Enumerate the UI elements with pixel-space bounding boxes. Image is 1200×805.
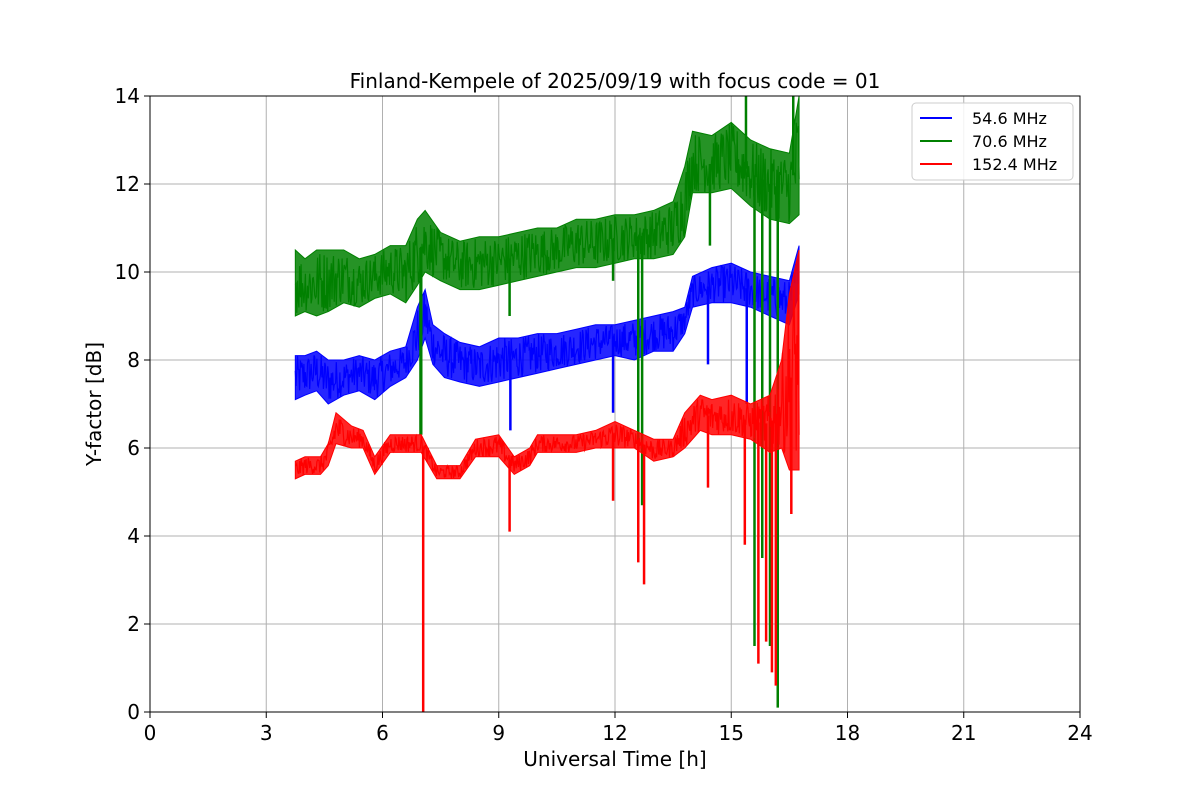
legend-label: 54.6 MHz <box>972 109 1047 128</box>
series-trace-70-6-mhz <box>294 122 800 313</box>
y-tick-label: 4 <box>127 524 140 548</box>
x-tick-label: 9 <box>492 721 505 745</box>
x-axis-label: Universal Time [h] <box>523 747 706 771</box>
y-tick-label: 0 <box>127 700 140 724</box>
series-trace-54-6-mhz <box>294 255 800 399</box>
y-tick-label: 14 <box>115 84 140 108</box>
x-tick-label: 24 <box>1067 721 1092 745</box>
y-axis-label: Y-factor [dB] <box>82 342 106 467</box>
y-tick-label: 6 <box>127 436 140 460</box>
chart-title: Finland-Kempele of 2025/09/19 with focus… <box>350 69 881 93</box>
plot-area <box>294 96 800 712</box>
legend-label: 152.4 MHz <box>972 155 1057 174</box>
x-tick-label: 3 <box>260 721 273 745</box>
legend: 54.6 MHz 70.6 MHz 152.4 MHz <box>911 102 1074 181</box>
legend-item-152-4-mhz: 152.4 MHz <box>920 155 1057 174</box>
y-tick-label: 2 <box>127 612 140 636</box>
y-tick-label: 10 <box>115 260 140 284</box>
series-152-4-mhz <box>294 249 800 712</box>
y-tick-label: 8 <box>127 348 140 372</box>
x-tick-label: 21 <box>951 721 976 745</box>
legend-label: 70.6 MHz <box>972 132 1047 151</box>
series-trace-152-4-mhz <box>294 283 800 479</box>
legend-item-70-6-mhz: 70.6 MHz <box>920 132 1047 151</box>
x-tick-label: 15 <box>719 721 744 745</box>
x-tick-label: 0 <box>144 721 157 745</box>
legend-box <box>911 102 1074 181</box>
legend-item-54-6-mhz: 54.6 MHz <box>920 109 1047 128</box>
x-tick-label: 12 <box>602 721 627 745</box>
y-tick-label: 12 <box>115 172 140 196</box>
x-tick-label: 18 <box>835 721 860 745</box>
x-tick-label: 6 <box>376 721 389 745</box>
